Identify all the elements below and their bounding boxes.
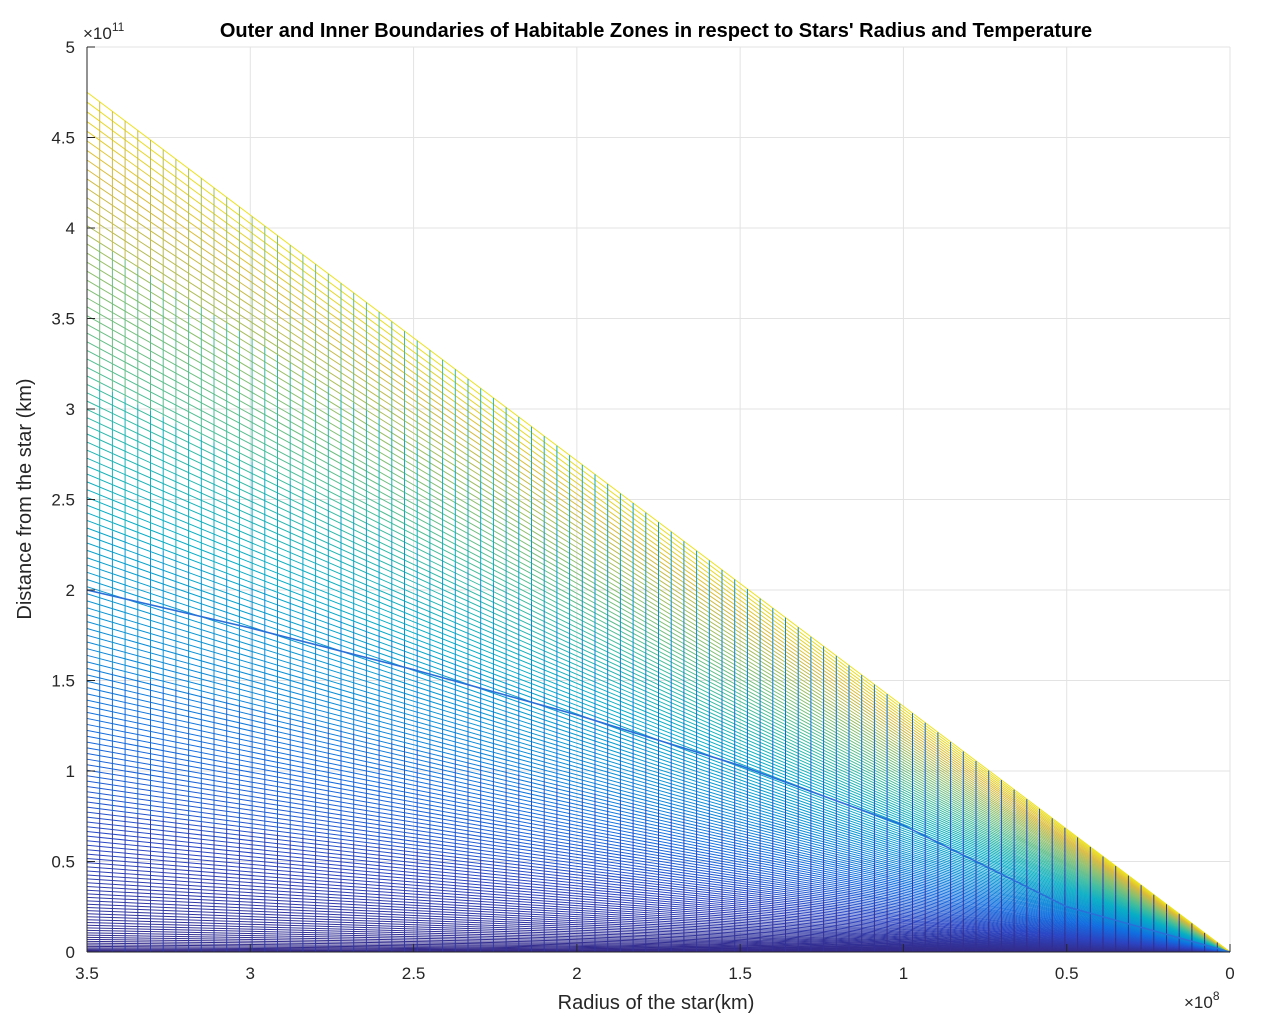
x-tick-label: 2.5 (402, 964, 426, 983)
y-tick-label: 3 (66, 400, 75, 419)
y-tick-label: 2 (66, 581, 75, 600)
y-tick-label: 4.5 (51, 129, 75, 148)
y-tick-label: 0 (66, 943, 75, 962)
x-axis-label: Radius of the star(km) (558, 992, 755, 1014)
y-tick-label: 1 (66, 762, 75, 781)
x-tick-label: 3.5 (75, 964, 99, 983)
axes (86, 46, 1231, 953)
x-tick-label: 1 (899, 964, 908, 983)
x-tick-label: 3 (246, 964, 255, 983)
y-axis-label: Distance from the star (km) (14, 378, 36, 619)
x-tick-label: 1.5 (728, 964, 752, 983)
y-tick-labels: 0 0.5 1 1.5 2 2.5 3 3.5 4 4.5 5 (51, 38, 75, 962)
x-tick-labels: 3.5 3 2.5 2 1.5 1 0.5 0 (75, 964, 1235, 983)
x-tick-label: 2 (572, 964, 581, 983)
y-tick-label: 1.5 (51, 672, 75, 691)
y-tick-label: 5 (66, 38, 75, 57)
y-tick-label: 0.5 (51, 853, 75, 872)
x-exponent-label: ×108 (1184, 989, 1220, 1012)
x-tick-label: 0 (1225, 964, 1234, 983)
chart-title: Outer and Inner Boundaries of Habitable … (220, 20, 1092, 42)
inner-boundary-line (86, 589, 1231, 953)
y-tick-label: 2.5 (51, 491, 75, 510)
x-tick-label: 0.5 (1055, 964, 1079, 983)
y-exponent-label: ×1011 (83, 20, 125, 43)
y-tick-label: 4 (66, 219, 75, 238)
y-tick-label: 3.5 (51, 310, 75, 329)
